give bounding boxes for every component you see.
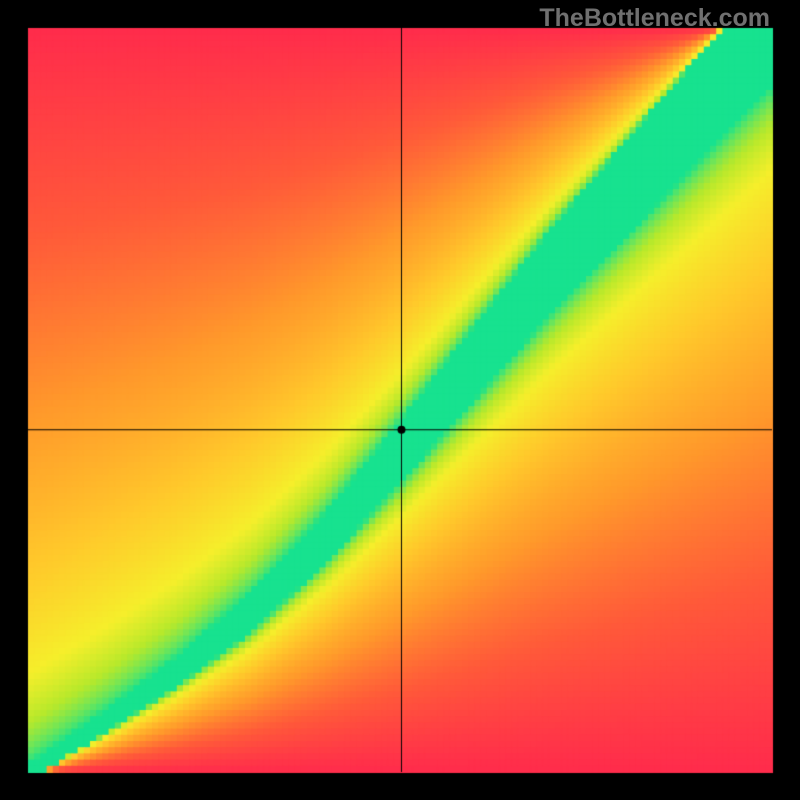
bottleneck-heatmap (0, 0, 800, 800)
